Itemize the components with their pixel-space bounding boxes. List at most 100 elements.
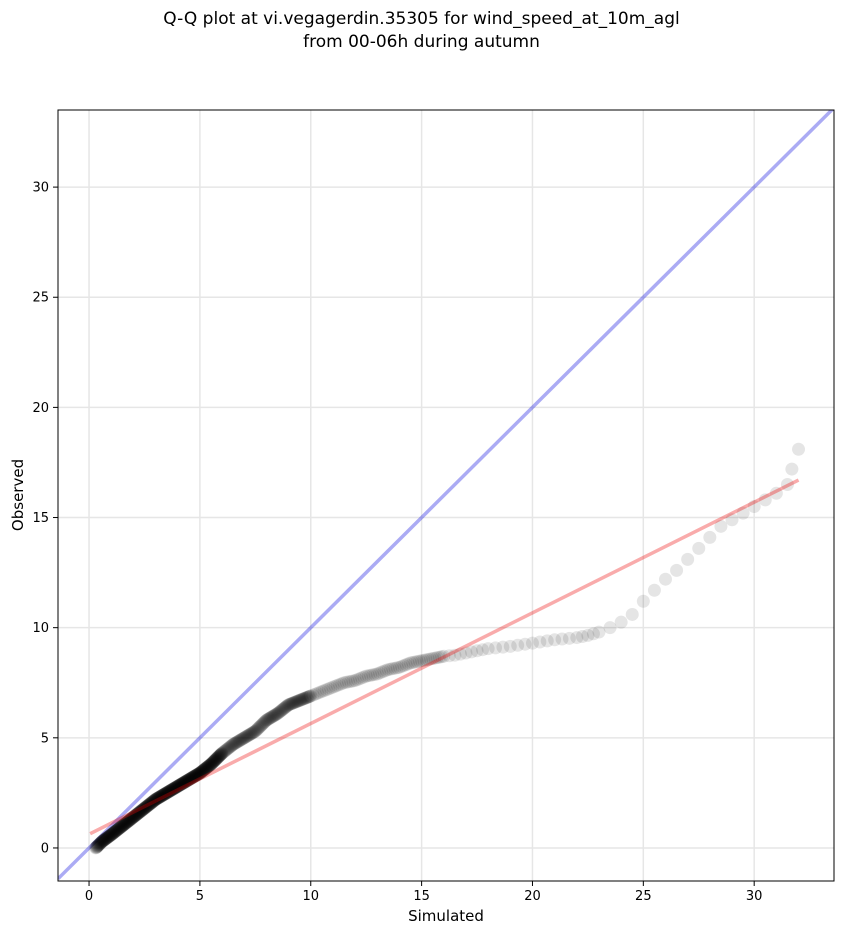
qq-point <box>244 727 258 741</box>
qq-point <box>161 785 175 799</box>
qq-point <box>297 691 311 705</box>
qq-point <box>266 709 280 723</box>
qq-point <box>218 744 232 758</box>
qq-point <box>390 661 404 675</box>
qq-point <box>280 699 294 713</box>
qq-point <box>187 770 201 784</box>
qq-point <box>139 800 153 814</box>
qq-point <box>290 695 304 709</box>
qq-point <box>147 793 161 807</box>
qq-point <box>177 776 191 790</box>
qq-point <box>248 725 262 739</box>
qq-point <box>129 808 143 822</box>
qq-point <box>133 805 147 819</box>
qq-point <box>164 783 178 797</box>
qq-point <box>245 726 259 740</box>
qq-point <box>171 779 185 793</box>
qq-point <box>230 735 244 749</box>
qq-point <box>204 758 218 772</box>
qq-point <box>170 780 184 794</box>
qq-point <box>203 758 217 772</box>
qq-point <box>291 694 305 708</box>
qq-point <box>127 809 141 823</box>
qq-point <box>120 815 134 829</box>
qq-point <box>167 781 181 795</box>
qq-point <box>159 786 173 800</box>
qq-point <box>234 733 248 747</box>
x-tick-label: 0 <box>85 889 93 904</box>
qq-point <box>205 756 219 770</box>
qq-point <box>249 723 263 737</box>
qq-point <box>298 691 312 705</box>
qq-point <box>134 804 148 818</box>
qq-point <box>128 809 142 823</box>
qq-point <box>98 832 112 846</box>
qq-point <box>212 749 226 763</box>
qq-point <box>186 770 200 784</box>
qq-point <box>99 832 113 846</box>
qq-point <box>180 774 194 788</box>
qq-point <box>379 663 393 677</box>
qq-point <box>153 790 167 804</box>
qq-point <box>211 750 225 764</box>
qq-point <box>548 633 562 647</box>
qq-point <box>442 649 456 663</box>
qq-point <box>203 758 217 772</box>
qq-point <box>115 819 129 833</box>
qq-point <box>119 816 133 830</box>
qq-point <box>296 692 310 706</box>
qq-point <box>575 629 589 643</box>
qq-point <box>410 655 424 669</box>
qq-point <box>355 671 369 685</box>
qq-point <box>205 757 219 771</box>
qq-point <box>326 680 340 694</box>
qq-point <box>106 826 120 840</box>
qq-point <box>176 776 190 790</box>
qq-point <box>174 777 188 791</box>
qq-point <box>142 797 156 811</box>
qq-point <box>282 698 296 712</box>
qq-point <box>188 769 202 783</box>
qq-point <box>227 737 241 751</box>
qq-point <box>210 752 224 766</box>
qq-point <box>459 646 473 660</box>
x-tick-label: 5 <box>196 889 204 904</box>
qq-point <box>130 807 144 821</box>
qq-point <box>188 769 202 783</box>
qq-point <box>140 799 154 813</box>
qq-point <box>146 795 160 809</box>
qq-point <box>202 759 216 773</box>
qq-point <box>131 807 145 821</box>
qq-point <box>110 823 124 837</box>
qq-point <box>193 766 207 780</box>
qq-point <box>165 783 179 797</box>
qq-point <box>119 816 133 830</box>
qq-point <box>259 714 273 728</box>
qq-point <box>170 779 184 793</box>
qq-point <box>251 722 265 736</box>
identity-line <box>58 110 834 881</box>
qq-point <box>124 812 138 826</box>
qq-point <box>118 817 132 831</box>
qq-point <box>181 773 195 787</box>
qq-point <box>214 747 228 761</box>
qq-point <box>293 693 307 707</box>
qq-point <box>278 701 292 715</box>
qq-point <box>213 748 227 762</box>
qq-point <box>127 810 141 824</box>
qq-point <box>127 810 141 824</box>
qq-point <box>310 686 324 700</box>
qq-point <box>120 815 134 829</box>
qq-point <box>186 770 200 784</box>
qq-point <box>165 783 179 797</box>
qq-point <box>138 801 152 815</box>
qq-point <box>220 742 234 756</box>
qq-point <box>404 656 418 670</box>
qq-point <box>104 828 118 842</box>
qq-point <box>212 749 226 763</box>
qq-point <box>183 772 197 786</box>
qq-point <box>116 819 130 833</box>
qq-point <box>105 827 119 841</box>
y-tick-label: 10 <box>32 621 49 636</box>
qq-point <box>274 703 288 717</box>
